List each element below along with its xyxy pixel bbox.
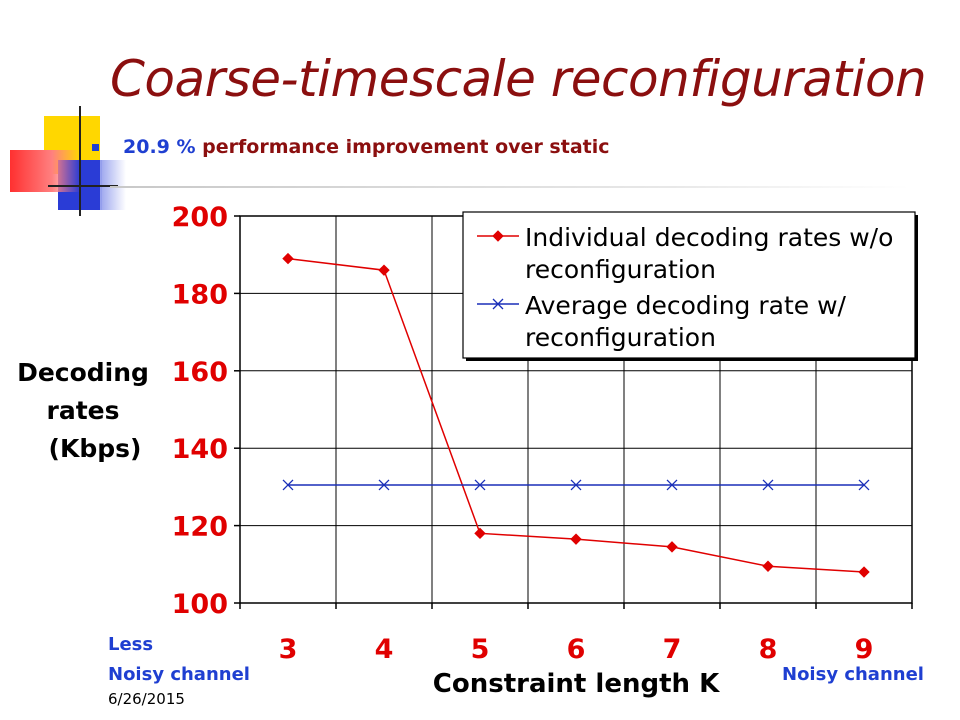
data-point-x	[378, 479, 390, 491]
data-point-diamond	[378, 264, 390, 276]
data-point-diamond	[282, 252, 294, 265]
data-point-diamond	[570, 533, 582, 545]
footer-noisy-channel-left: Noisy channel	[108, 664, 250, 685]
legend-label: reconfiguration	[525, 323, 716, 352]
legend-label: Individual decoding rates w/o	[525, 223, 893, 252]
x-tick-label: 7	[663, 634, 682, 665]
x-tick-label: 8	[759, 634, 778, 665]
data-point-diamond	[762, 560, 774, 572]
y-tick-label: 120	[172, 512, 228, 543]
page-title: Coarse-timescale reconfiguration	[110, 50, 927, 108]
x-tick-label: 3	[279, 634, 298, 665]
data-point-x	[858, 479, 870, 491]
x-tick-label: 4	[375, 634, 394, 665]
y-tick-label: 160	[172, 357, 228, 388]
title-rule	[110, 186, 910, 188]
data-point-x	[666, 479, 678, 491]
footer-noisy-channel-right: Noisy channel	[782, 664, 924, 685]
x-axis-label: Constraint length K	[433, 669, 720, 699]
legend-label: reconfiguration	[525, 255, 716, 284]
y-tick-label: 140	[172, 434, 228, 465]
y-axis-label-line-3: (Kbps)	[48, 434, 142, 463]
y-tick-label: 100	[172, 589, 228, 620]
data-point-diamond	[492, 230, 504, 242]
data-point-diamond	[858, 566, 870, 578]
bullet-percentage: 20.9 %	[123, 136, 196, 158]
decor-vertical-line	[79, 106, 81, 216]
legend-label: Average decoding rate w/	[525, 291, 847, 320]
slide-date: 6/26/2015	[108, 690, 185, 708]
bullet-text: performance improvement over static	[195, 136, 610, 158]
decor-horizontal-line	[48, 185, 118, 187]
legend-box	[462, 211, 916, 359]
bullet-marker	[92, 144, 99, 151]
y-axis-label-line-1: Decoding	[17, 358, 149, 387]
data-point-x	[474, 479, 486, 491]
data-point-x	[570, 479, 582, 491]
data-point-diamond	[666, 541, 678, 553]
x-tick-label: 9	[855, 634, 874, 665]
y-axis-label-line-2: rates	[46, 396, 120, 425]
data-point-diamond	[474, 527, 486, 540]
data-point-x	[492, 298, 504, 310]
data-point-x	[762, 479, 774, 491]
y-tick-label: 200	[172, 202, 228, 233]
x-tick-label: 5	[471, 634, 490, 665]
y-tick-label: 180	[172, 279, 228, 310]
bullet-point: 20.9 % performance improvement over stat…	[92, 136, 610, 158]
series-2	[282, 479, 870, 491]
data-point-x	[282, 479, 294, 491]
x-tick-label: 6	[567, 634, 586, 665]
series-1	[282, 252, 870, 578]
footer-less-label: Less	[108, 634, 154, 655]
